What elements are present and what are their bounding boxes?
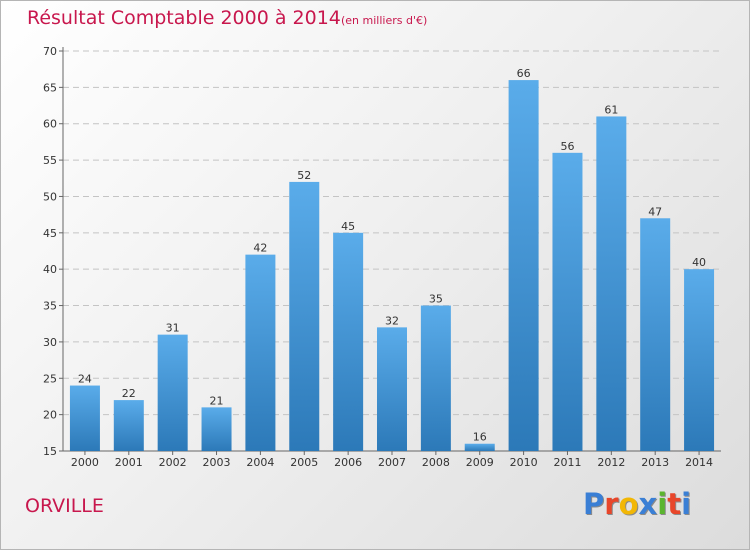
x-tick-label-2003: 2003 (203, 456, 231, 469)
x-tick-label-2013: 2013 (641, 456, 669, 469)
y-tick-label: 50 (43, 190, 57, 203)
bar-2001 (113, 400, 144, 451)
bar-2007 (377, 327, 407, 451)
x-tick-label-2004: 2004 (246, 456, 274, 469)
data-label-2000: 24 (78, 373, 92, 386)
bar-2005 (289, 181, 320, 451)
data-label-2006: 45 (341, 220, 355, 233)
data-label-2008: 35 (429, 293, 443, 306)
y-tick-label: 35 (43, 300, 57, 313)
data-label-2010: 66 (517, 67, 531, 80)
brand-letter: x (638, 487, 658, 521)
x-tick-label-2009: 2009 (466, 456, 494, 469)
x-tick-label-2005: 2005 (290, 456, 318, 469)
bar-2004 (245, 254, 276, 451)
labels: 15 20 25 30 35 40 45 50 55 60 65 70 24 2000 22 2001 31 20… (43, 45, 713, 469)
data-label-2011: 56 (560, 140, 574, 153)
bar-2010 (508, 80, 539, 451)
y-tick-label: 60 (43, 118, 57, 131)
y-tick-label: 30 (43, 336, 57, 349)
bar-2003 (201, 407, 232, 451)
x-tick-label-2011: 2011 (553, 456, 581, 469)
bar-2008 (420, 305, 451, 451)
data-label-2005: 52 (297, 169, 311, 182)
bars (69, 80, 715, 452)
data-label-2003: 21 (210, 394, 224, 407)
y-tick-label: 55 (43, 154, 57, 167)
y-tick-label: 20 (43, 409, 57, 422)
x-tick-label-2001: 2001 (115, 456, 143, 469)
brand-letter: i (657, 487, 668, 521)
proxiti-logo[interactable]: Proxiti (583, 487, 691, 521)
y-tick-label: 65 (43, 81, 57, 94)
bar-2014 (684, 269, 715, 451)
x-tick-label-2012: 2012 (597, 456, 625, 469)
data-label-2012: 61 (604, 103, 618, 116)
y-tick-label: 40 (43, 263, 57, 276)
data-label-2001: 22 (122, 387, 136, 400)
data-label-2013: 47 (648, 205, 662, 218)
bar-2000 (69, 385, 100, 451)
x-tick-label-2014: 2014 (685, 456, 713, 469)
x-tick-label-2010: 2010 (510, 456, 538, 469)
chart-title: Résultat Comptable 2000 à 2014 (27, 7, 341, 29)
x-tick-label-2008: 2008 (422, 456, 450, 469)
brand-letter: t (667, 487, 682, 521)
y-tick-label: 15 (43, 445, 57, 458)
y-tick-label: 45 (43, 227, 57, 240)
brand-letter: P (583, 487, 605, 521)
bar-2006 (333, 232, 364, 451)
brand-letter: r (604, 487, 619, 521)
y-tick-label: 25 (43, 372, 57, 385)
data-label-2014: 40 (692, 256, 706, 269)
x-tick-label-2002: 2002 (159, 456, 187, 469)
x-tick-label-2006: 2006 (334, 456, 362, 469)
data-label-2009: 16 (473, 431, 487, 444)
bar-2002 (157, 334, 188, 451)
bar-2013 (640, 218, 671, 451)
commune-name: ORVILLE (25, 495, 104, 517)
chart-subtitle: (en milliers d'€) (341, 14, 428, 27)
data-label-2007: 32 (385, 314, 399, 327)
y-tick-label: 70 (43, 45, 57, 58)
bar-2012 (596, 116, 627, 452)
x-tick-label-2000: 2000 (71, 456, 99, 469)
bar-2009 (464, 443, 495, 451)
brand-letter: i (681, 487, 692, 521)
data-label-2002: 31 (166, 322, 180, 335)
x-tick-label-2007: 2007 (378, 456, 406, 469)
brand-letter: o (618, 487, 639, 521)
data-label-2004: 42 (253, 242, 267, 255)
bar-2011 (552, 152, 583, 451)
